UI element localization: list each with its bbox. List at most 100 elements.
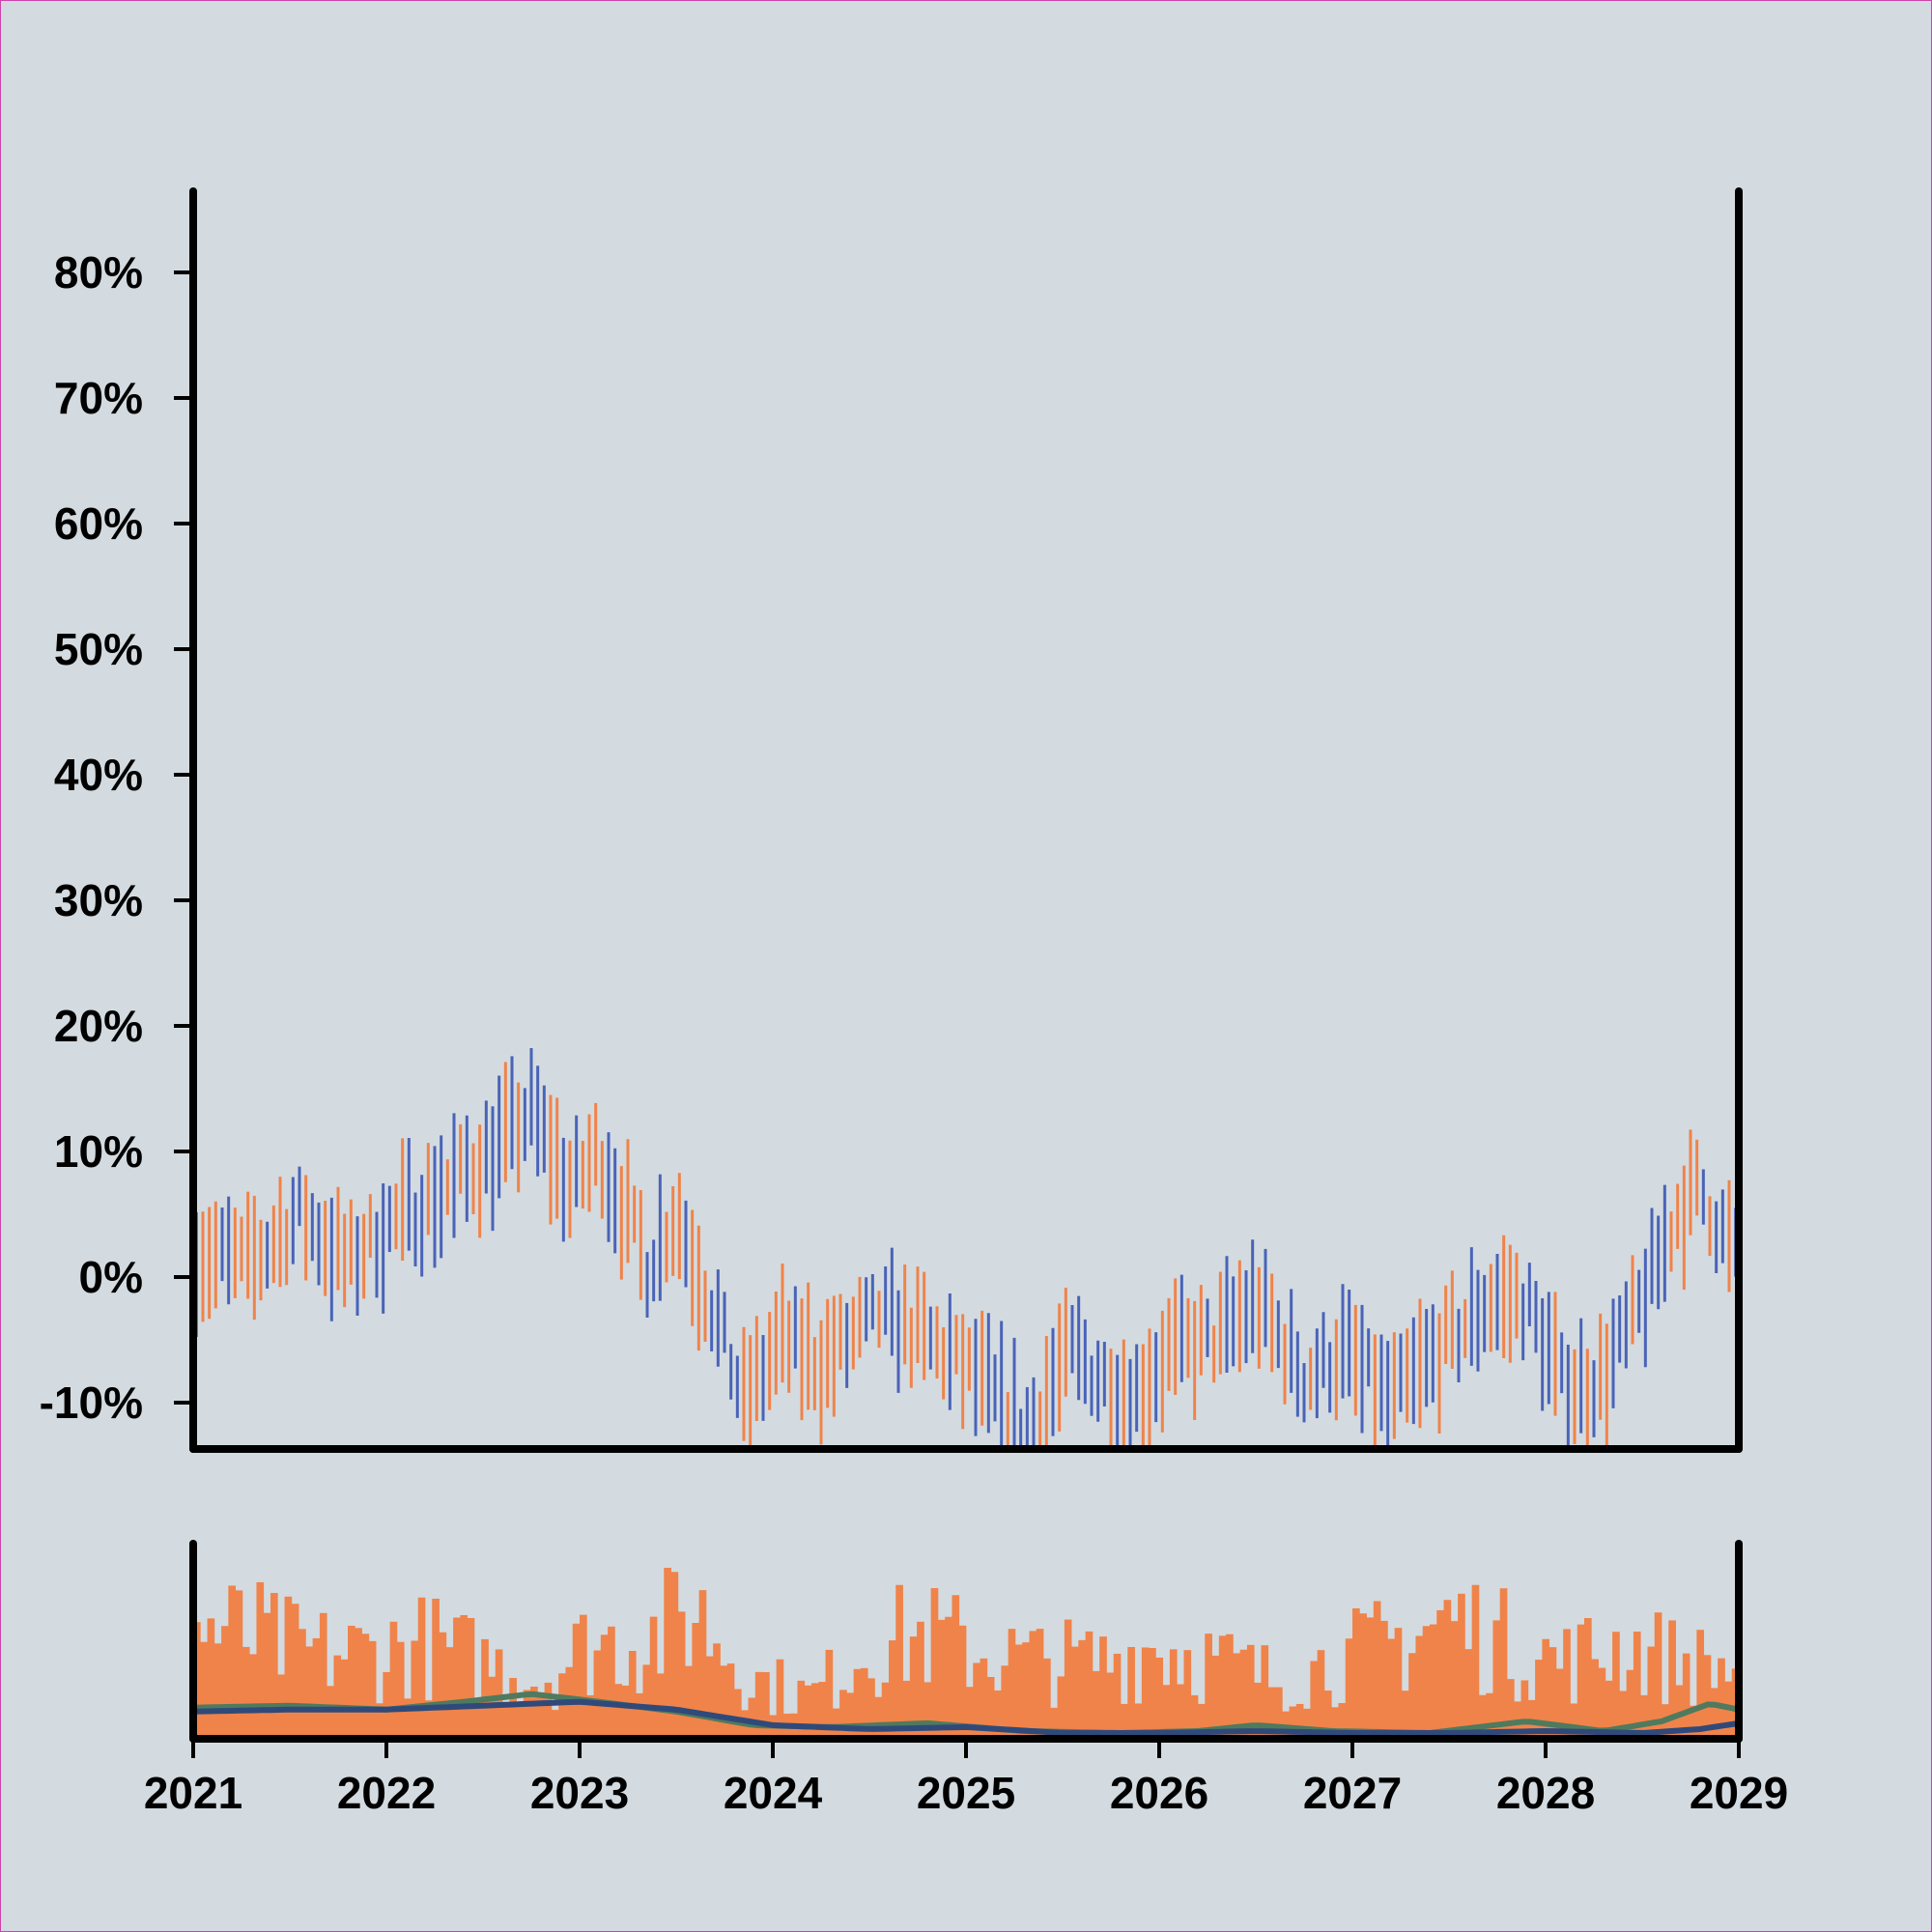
volume-bar [1014,1644,1023,1739]
volume-bar [263,1612,271,1739]
volume-bar [1001,1665,1009,1739]
y-tick-label: 80% [54,247,143,298]
volume-bar [256,1581,265,1739]
volume-bar [453,1617,461,1739]
y-tick-label: 20% [54,1001,143,1051]
volume-bar [1486,1692,1493,1739]
volume-bar [361,1634,370,1739]
volume-bar [530,1687,538,1739]
volume-bar [980,1658,988,1739]
y-tick-label: 0% [79,1252,143,1302]
volume-bar [902,1680,911,1739]
volume-bar [516,1706,525,1739]
volume-bar [1542,1638,1550,1739]
ma-slow-line [192,1698,1740,1736]
volume-bar [1499,1588,1508,1739]
volume-bar [677,1611,686,1739]
volume-bar [1633,1632,1641,1739]
volume-bar [839,1690,847,1739]
volume-bar [340,1659,349,1739]
volume-bar [544,1682,553,1739]
volume-bar [958,1625,967,1739]
volume-bar [1141,1647,1150,1739]
volume-bar [473,1702,482,1739]
volume-bar [1218,1635,1227,1739]
volume-bar [1254,1682,1262,1739]
volume-bar [1387,1638,1396,1739]
volume-bar [1331,1707,1339,1739]
volume-bar [1563,1629,1571,1739]
volume-bar [825,1649,834,1739]
volume-bar [797,1680,806,1739]
x-tick-label: 2023 [530,1768,629,1818]
volume-bar [213,1643,222,1739]
volume-bar [1064,1619,1072,1739]
y-tick-label: -10% [40,1378,143,1428]
volume-bar [713,1643,721,1739]
volume-bar [923,1682,932,1739]
volume-bar [291,1604,299,1739]
volume-bar [986,1677,995,1739]
volume-bar [762,1672,770,1739]
volume-bar [1303,1708,1311,1739]
volume-bar [495,1649,503,1739]
volume-bar [249,1654,257,1739]
volume-bar [853,1668,862,1739]
volume-bar [698,1590,707,1739]
volume-bar [1373,1601,1381,1739]
x-tick-label: 2025 [917,1768,1015,1818]
volume-bar [1668,1620,1676,1739]
volume-bar [649,1616,658,1739]
volume-bar [1338,1703,1347,1739]
y-tick-label: 70% [54,373,143,423]
volume-bar [1289,1706,1297,1739]
volume-bar [1640,1694,1648,1739]
volume-bar [692,1623,700,1739]
volume-bar [776,1659,784,1739]
volume-bar [1275,1687,1283,1739]
x-tick-label: 2026 [1110,1768,1208,1818]
volume-bar [305,1646,314,1739]
x-axis-ticks: 2021 2022 2023 2024 2025 2026 2027 2028 2029 [144,1739,1788,1818]
volume-bar [1478,1694,1487,1739]
volume-bar [1436,1609,1444,1739]
volume-bar [502,1703,510,1739]
volume-bar [509,1678,517,1739]
volume-bar [425,1700,433,1739]
volume-bar [1267,1687,1276,1739]
volume-bar [945,1616,952,1739]
y-tick-label: 10% [54,1126,143,1177]
volume-bar [1149,1648,1156,1739]
volume-bar [1099,1636,1107,1739]
volume-bar [221,1626,229,1739]
volume-bars [193,1567,1740,1739]
volume-bar [1205,1634,1212,1739]
volume-bar [376,1703,384,1739]
volume-bar [460,1614,469,1739]
volume-bar [621,1685,630,1739]
volume-bar [1570,1703,1578,1739]
volume-bar [811,1683,819,1739]
volume-bar [1155,1657,1164,1739]
volume-bar [1092,1670,1100,1739]
volume-bar [1211,1655,1220,1739]
volume-bar [670,1572,679,1739]
volume-bar [818,1682,826,1739]
volume-bar [1605,1680,1613,1739]
moving-average-lines [192,1690,1740,1737]
volume-bar [1464,1649,1473,1739]
volume-bar [937,1619,946,1739]
volume-bar [1106,1672,1115,1739]
volume-bar [319,1612,327,1739]
volume-bar [432,1598,440,1739]
volume-bar [1619,1690,1628,1739]
volume-bar [242,1646,250,1739]
volume-bar [1261,1645,1269,1739]
volume-bar [1352,1607,1360,1739]
volume-bar [411,1640,419,1739]
volume-bar [1394,1628,1403,1739]
volume-bar [1008,1629,1016,1739]
y-tick-label: 60% [54,498,143,549]
volume-bar [685,1665,693,1739]
